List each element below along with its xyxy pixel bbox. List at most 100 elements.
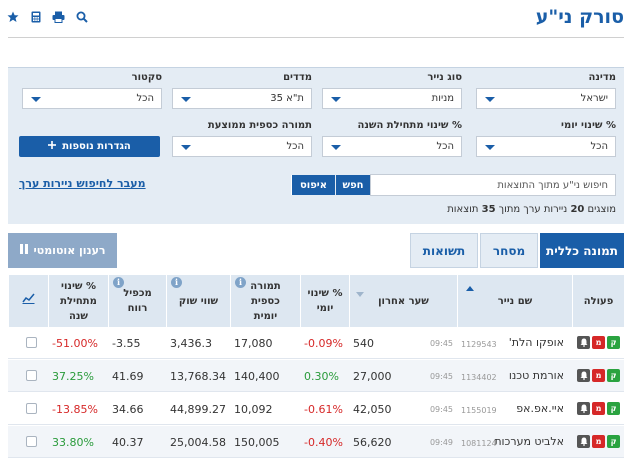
filter-ytd-label: % שינוי מתחילת השנה bbox=[357, 120, 462, 131]
last-trade-time: 09:45 bbox=[429, 371, 453, 381]
col-market-cap[interactable]: שווי שוק i bbox=[166, 275, 230, 327]
chevron-down-icon bbox=[181, 97, 191, 102]
reset-button[interactable]: איפוס bbox=[291, 175, 335, 195]
chevron-down-icon bbox=[331, 145, 341, 150]
index-select[interactable]: ת"א 35 bbox=[172, 88, 312, 109]
security-name[interactable]: איי.אפ.אפ bbox=[516, 402, 564, 415]
filter-turnover-label: תמורה כספית ממוצעת bbox=[207, 120, 312, 131]
col-last-price[interactable]: שער אחרון bbox=[349, 275, 457, 327]
table-row[interactable]: ק מ אלביט מערכות 1081124 09:49 56,620 -0.40% 15… bbox=[8, 426, 624, 458]
compare-cell bbox=[8, 426, 48, 458]
ytd-change: 33.80% bbox=[52, 435, 94, 449]
filter-type-label: סוג נייר bbox=[427, 72, 462, 83]
buy-button[interactable]: ק bbox=[607, 336, 620, 349]
last-price: 56,620 bbox=[353, 435, 392, 449]
info-icon[interactable]: i bbox=[171, 277, 182, 288]
sort-asc-icon bbox=[466, 286, 474, 291]
filter-country-label: מדינה bbox=[588, 72, 616, 83]
results-search-input[interactable]: חיפוש ני"ע מתוך התוצאות bbox=[370, 174, 616, 196]
page-header: סורק ני"ע bbox=[0, 0, 632, 38]
security-name-cell[interactable]: אופקו הלת' 1129543 bbox=[457, 327, 572, 359]
col-chart[interactable] bbox=[8, 275, 48, 327]
daily-change: -0.61% bbox=[304, 402, 343, 416]
security-name-cell[interactable]: איי.אפ.אפ 1155019 bbox=[457, 393, 572, 425]
pe-value: 34.66 bbox=[112, 402, 144, 416]
header-tools bbox=[6, 10, 88, 23]
buy-button[interactable]: ק bbox=[607, 369, 620, 382]
col-ytd-change[interactable]: % שינוי מתחילת שנה bbox=[48, 275, 108, 327]
bell-icon[interactable] bbox=[577, 369, 590, 382]
filter-sector-label: סקטור bbox=[131, 72, 162, 83]
ytd-change-select[interactable]: הכל bbox=[322, 136, 462, 157]
sell-button[interactable]: מ bbox=[592, 369, 605, 382]
info-icon[interactable]: i bbox=[235, 277, 246, 288]
bell-icon[interactable] bbox=[577, 336, 590, 349]
auto-refresh-button[interactable]: רענון אוטומטי bbox=[8, 233, 117, 268]
last-trade-time: 09:49 bbox=[429, 437, 453, 447]
market-cap-value: 3,436.3 bbox=[170, 336, 212, 350]
compare-checkbox[interactable] bbox=[26, 370, 37, 381]
tab-trading[interactable]: מסחר bbox=[480, 233, 538, 268]
pe-value: -3.55 bbox=[112, 336, 141, 350]
compare-checkbox[interactable] bbox=[26, 403, 37, 414]
compare-checkbox[interactable] bbox=[26, 337, 37, 348]
pe-value: 40.37 bbox=[112, 435, 144, 449]
col-turnover[interactable]: תמורה כספית יומית i bbox=[230, 275, 300, 327]
star-icon[interactable] bbox=[6, 10, 19, 23]
security-name-cell[interactable]: אלביט מערכות 1081124 bbox=[457, 426, 572, 458]
advanced-search-link[interactable]: מעבר לחיפוש ניירות ערך bbox=[19, 177, 146, 190]
compare-checkbox[interactable] bbox=[26, 436, 37, 447]
tab-overview[interactable]: תמונה כללית bbox=[540, 233, 624, 268]
col-pe[interactable]: מכפיל רווח i bbox=[108, 275, 166, 327]
col-daily-change[interactable]: % שינוי יומי bbox=[300, 275, 349, 327]
table-row[interactable]: ק מ אורמת טכנו 1134402 09:45 27,000 0.30% 140,4… bbox=[8, 360, 624, 392]
table-row[interactable]: ק מ איי.אפ.אפ 1155019 09:45 42,050 -0.61% 10,09… bbox=[8, 393, 624, 425]
chevron-down-icon bbox=[485, 97, 495, 102]
country-select[interactable]: ישראל bbox=[476, 88, 616, 109]
sell-button[interactable]: מ bbox=[592, 402, 605, 415]
col-name[interactable]: שם נייר bbox=[457, 275, 572, 327]
type-select[interactable]: מניות bbox=[322, 88, 462, 109]
security-id: 1134402 bbox=[461, 373, 497, 382]
buy-button[interactable]: ק bbox=[607, 435, 620, 448]
pe-value: 41.69 bbox=[112, 369, 144, 383]
more-settings-button[interactable]: הגדרות נוספות bbox=[19, 136, 160, 157]
tab-returns[interactable]: תשואות bbox=[410, 233, 478, 268]
search-button[interactable]: חפש bbox=[336, 175, 370, 195]
print-icon[interactable] bbox=[52, 10, 65, 23]
pause-icon bbox=[19, 244, 28, 257]
turnover-value: 17,080 bbox=[234, 336, 273, 350]
last-price: 42,050 bbox=[353, 402, 392, 416]
sell-button[interactable]: מ bbox=[592, 336, 605, 349]
ytd-change: -13.85% bbox=[52, 402, 98, 416]
bell-icon[interactable] bbox=[577, 402, 590, 415]
security-name[interactable]: אורמת טכנו bbox=[508, 369, 564, 382]
daily-change: 0.30% bbox=[304, 369, 339, 383]
security-name[interactable]: אופקו הלת' bbox=[508, 336, 564, 349]
security-id: 1155019 bbox=[461, 406, 497, 415]
last-price-cell: 09:45 27,000 bbox=[349, 360, 457, 392]
search-icon[interactable] bbox=[75, 10, 88, 23]
info-icon[interactable]: i bbox=[113, 277, 124, 288]
compare-cell bbox=[8, 360, 48, 392]
sell-button[interactable]: מ bbox=[592, 435, 605, 448]
last-trade-time: 09:45 bbox=[429, 338, 453, 348]
filter-daily-label: % שינוי יומי bbox=[561, 120, 616, 131]
last-trade-time: 09:45 bbox=[429, 404, 453, 414]
security-name[interactable]: אלביט מערכות bbox=[494, 435, 564, 448]
table-row[interactable]: ק מ אופקו הלת' 1129543 09:45 540 -0.09% 17,080 3… bbox=[8, 327, 624, 359]
bell-icon[interactable] bbox=[577, 435, 590, 448]
ytd-change: -51.00% bbox=[52, 336, 98, 350]
calculator-icon[interactable] bbox=[29, 10, 42, 23]
daily-change-select[interactable]: הכל bbox=[476, 136, 616, 157]
chevron-down-icon bbox=[181, 145, 191, 150]
security-name-cell[interactable]: אורמת טכנו 1134402 bbox=[457, 360, 572, 392]
chevron-down-icon bbox=[331, 97, 341, 102]
buy-button[interactable]: ק bbox=[607, 402, 620, 415]
chevron-down-icon bbox=[485, 145, 495, 150]
sector-select[interactable]: הכל bbox=[22, 88, 162, 109]
turnover-select[interactable]: הכל bbox=[172, 136, 312, 157]
